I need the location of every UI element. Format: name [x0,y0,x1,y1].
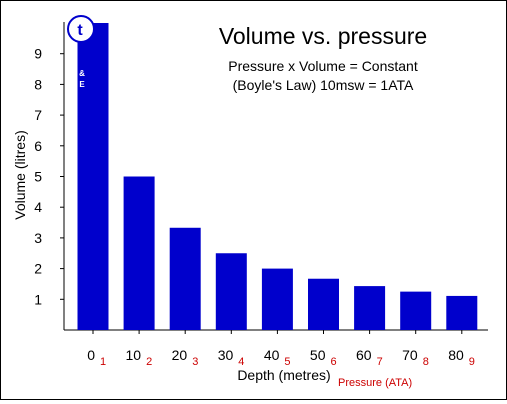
y-tick-label: 8 [34,76,42,92]
pressure-label: 1 [100,356,106,368]
y-tick-label: 1 [34,291,42,307]
x-tick-label: 30 [218,347,234,363]
y-tick-label: 7 [34,107,42,123]
pressure-label: 6 [331,356,337,368]
y-axis-label: Volume (litres) [12,130,28,219]
bar [261,268,293,330]
y-tick-label: 2 [34,261,42,277]
bar [308,278,339,330]
y-tick-label: 5 [34,169,42,185]
bars [77,23,478,330]
x-axis-label-pressure: Pressure (ATA) [338,377,412,389]
x-tick-label: 80 [448,347,464,363]
y-tick-label: 4 [34,199,42,215]
x-tick-label: 60 [356,347,372,363]
bar [446,295,478,330]
y-tick-label: 6 [34,138,42,154]
logo-text-bottom: E [79,80,85,89]
x-tick-label: 20 [172,347,188,363]
logo-text-top: t [77,22,83,39]
y-tick-label: 3 [34,230,42,246]
y-tick-label: 9 [34,46,42,62]
pressure-label: 3 [192,356,198,368]
x-ticks: 0 1 10 2 20 3 30 4 40 5 50 6 60 7 70 8 80 9 [87,330,475,368]
logo-badge [67,15,95,43]
chart-subtitle-line2: (Boyle's Law) 10msw = 1ATA [233,77,414,93]
pressure-label: 8 [423,356,429,368]
x-tick-label: 10 [126,347,142,363]
bar [354,286,386,330]
pressure-label: 4 [238,356,244,368]
logo-text-bottom: & [79,69,85,78]
chart-subtitle-line1: Pressure x Volume = Constant [228,58,418,74]
bar [400,291,432,330]
pressure-label: 2 [146,356,152,368]
pressure-label: 7 [377,356,383,368]
x-tick-label: 70 [402,347,418,363]
x-tick-label: 40 [264,347,280,363]
x-axis-label: Depth (metres) [237,367,330,383]
bar [169,227,201,330]
chart-title: Volume vs. pressure [219,23,427,49]
bar [77,23,109,330]
y-ticks: 1 2 3 4 5 6 7 8 9 [34,46,64,307]
bar [123,176,155,330]
bar [215,253,247,330]
x-tick-label: 0 [87,347,95,363]
pressure-label: 9 [469,356,475,368]
pressure-label: 5 [284,356,290,368]
x-tick-label: 50 [310,347,326,363]
logo: t & E [67,15,95,89]
